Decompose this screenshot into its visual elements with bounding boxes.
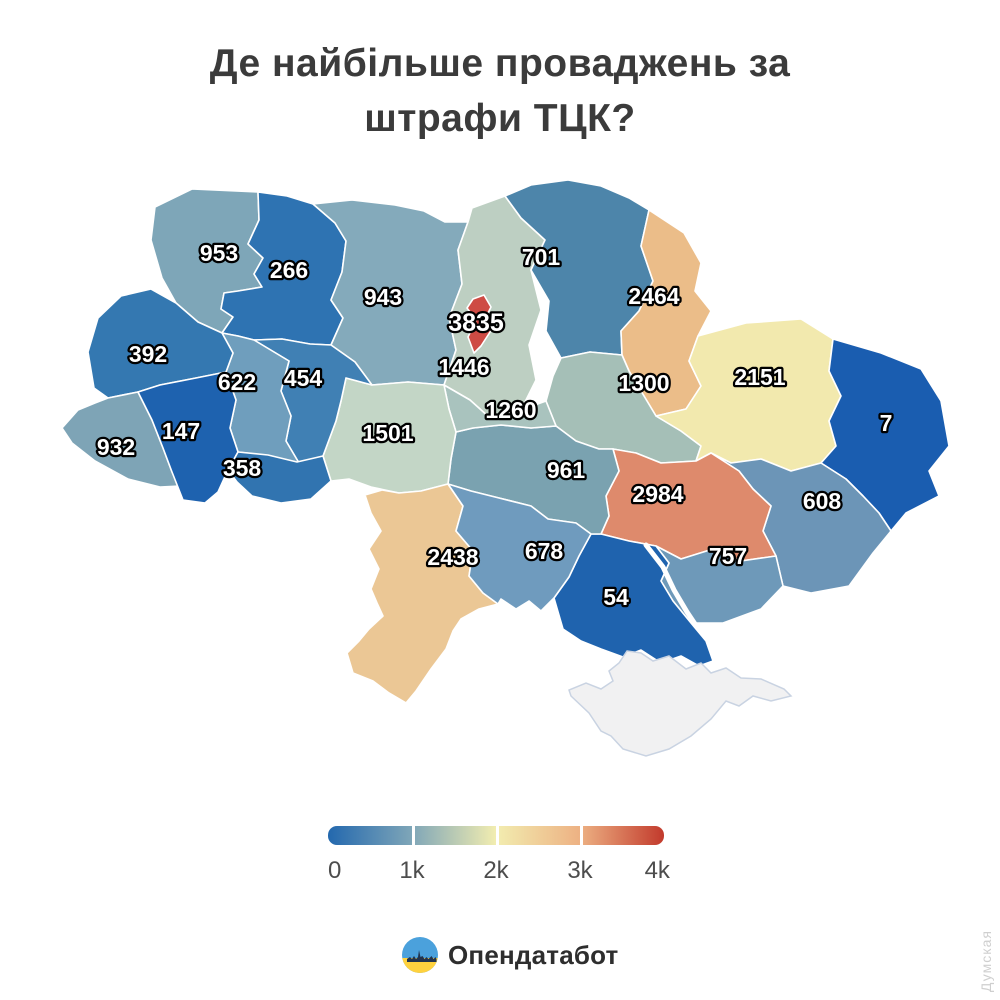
opendatabot-logo-icon [402, 937, 438, 973]
brand-footer[interactable]: Опендатабот [401, 936, 618, 974]
value-luhansk: 7 [880, 410, 893, 436]
value-chernihiv: 701 [522, 244, 561, 270]
legend-label-4k: 4k [644, 857, 670, 884]
value-odesa: 2438 [427, 544, 478, 570]
watermark-dumskaya: Думская [978, 929, 994, 992]
value-vinnytsia: 1501 [362, 420, 413, 446]
value-mykolaiv: 678 [525, 538, 564, 564]
legend-label-2k: 2k [483, 857, 509, 884]
region-kherson[interactable] [553, 533, 714, 667]
value-zhytomyr: 943 [364, 284, 402, 310]
value-rivne: 266 [270, 257, 308, 283]
value-volyn: 953 [200, 240, 238, 266]
value-ternopil: 622 [218, 369, 256, 395]
region-crimea[interactable] [568, 650, 793, 757]
value-cherkasy: 1260 [485, 397, 536, 423]
legend-label-1k: 1k [399, 857, 425, 884]
value-kyiv-city: 3835 [448, 309, 504, 337]
title-line-2: штрафи ТЦК? [364, 97, 636, 140]
brand-wordmark: Опендатабот [448, 939, 619, 970]
region-chernivtsi[interactable] [227, 451, 332, 504]
value-kherson: 54 [603, 584, 629, 610]
value-ivano-frankivsk: 147 [162, 418, 200, 444]
map-value-labels: 953 266 943 1446 3835 701 2464 1300 2151… [95, 238, 895, 613]
legend-label-3k: 3k [567, 857, 593, 884]
page-title: Де найбільше проваджень за штрафи ТЦК? [0, 36, 1000, 146]
value-lviv: 392 [129, 341, 167, 367]
value-sumy: 2464 [628, 283, 679, 309]
legend-tick-divider-3k [580, 826, 583, 845]
legend-label-0: 0 [328, 857, 342, 884]
value-zaporizhzhia: 757 [709, 543, 747, 569]
legend-gradient-bar [328, 826, 664, 845]
region-mykolaiv[interactable] [447, 483, 592, 612]
legend-labels: 0 1k 2k 3k 4k [328, 857, 670, 885]
legend-tick-divider-2k [496, 826, 499, 845]
region-kyiv-city[interactable] [466, 294, 493, 354]
value-donetsk: 608 [803, 488, 842, 514]
logo-skyline-icon [407, 950, 437, 962]
dnipro-river [643, 542, 698, 627]
value-kharkiv: 2151 [734, 364, 785, 390]
map-regions [61, 179, 950, 757]
value-dnipro: 2984 [632, 481, 683, 507]
value-khmelnytskyi: 454 [284, 365, 323, 391]
legend-tick-divider-1k [412, 826, 415, 845]
value-zakarpattia: 932 [97, 434, 135, 460]
value-kyiv-oblast: 1446 [438, 354, 489, 380]
value-poltava: 1300 [618, 370, 669, 396]
value-chernivtsi: 358 [223, 455, 262, 481]
color-legend: 0 1k 2k 3k 4k [328, 826, 670, 885]
title-line-1: Де найбільше проваджень за [209, 42, 791, 85]
value-kirovohrad: 961 [547, 457, 586, 483]
